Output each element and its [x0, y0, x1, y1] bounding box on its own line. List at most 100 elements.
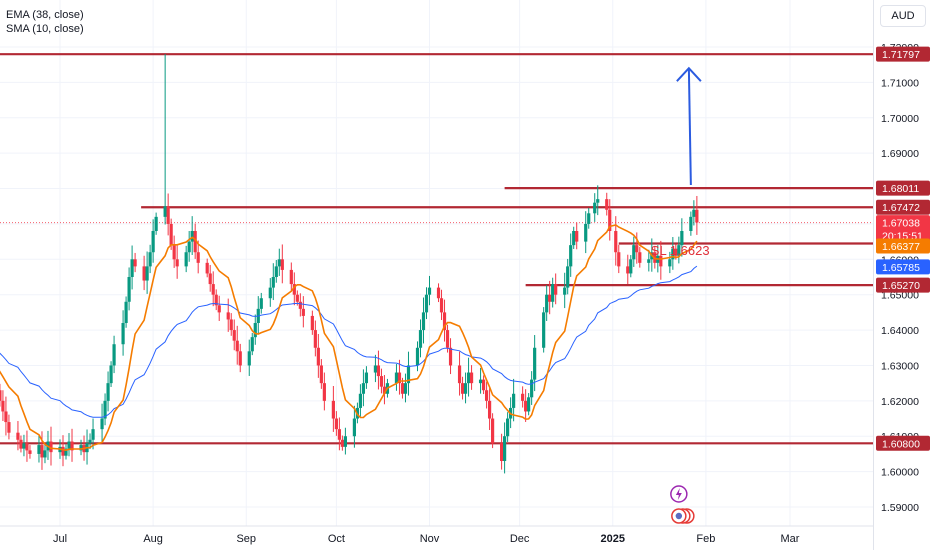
candle-body: [127, 277, 131, 302]
annotations: SL 1.6623: [651, 243, 710, 258]
candle-body: [352, 418, 357, 437]
candle-body: [484, 390, 489, 401]
candle-body: [442, 312, 447, 331]
candle-body: [88, 439, 92, 444]
candle-body: [151, 231, 155, 253]
candle-body: [406, 365, 411, 384]
candle-body: [145, 266, 149, 281]
candle-body: [629, 259, 633, 274]
candle-body: [124, 301, 128, 323]
candle-body: [109, 365, 113, 384]
candle-body: [142, 266, 146, 281]
candle-body: [659, 255, 663, 267]
candle-body: [121, 323, 125, 345]
candle-body: [22, 443, 26, 449]
y-tick-label: 1.64000: [881, 325, 919, 337]
candle-body: [205, 262, 209, 274]
candle-body: [61, 446, 65, 456]
candle-body: [569, 245, 573, 267]
candle-body: [295, 294, 299, 302]
candle-body: [487, 400, 492, 419]
candle-body: [469, 372, 474, 384]
time-axis: Jul Aug Sep Oct Nov Dec 2025 Feb Mar: [0, 525, 874, 545]
price-tag: [876, 238, 930, 254]
candle-body: [259, 298, 263, 309]
currency-button[interactable]: AUD: [880, 5, 926, 27]
candle-body: [232, 330, 236, 341]
candle-body: [394, 372, 399, 384]
candle-body: [638, 252, 642, 263]
candle-body: [448, 347, 453, 366]
candle-body: [503, 436, 507, 461]
candle-body: [415, 347, 420, 366]
candle-body: [163, 206, 167, 217]
candle-body: [247, 351, 251, 366]
candle-body: [424, 294, 429, 313]
candle-body: [445, 330, 450, 348]
ema-38-line: [0, 265, 698, 418]
candle-body: [0, 390, 2, 401]
candle-body: [572, 231, 576, 246]
price-tag-label: 1.67038: [882, 218, 920, 230]
candle-body: [211, 284, 215, 295]
candle-body: [382, 386, 387, 394]
candle-body: [271, 277, 275, 288]
candle-body: [49, 441, 53, 453]
candle-body: [301, 308, 305, 316]
y-tick-label: 1.71000: [881, 77, 919, 89]
horizontal-levels: [0, 53, 873, 445]
candle-body: [229, 319, 233, 331]
sma-legend-label[interactable]: SMA (10, close): [6, 23, 84, 35]
y-tick-label: 1.62000: [881, 396, 919, 408]
candle-body: [133, 259, 137, 267]
candle-body: [608, 209, 612, 231]
candle-body: [187, 241, 191, 253]
candle-body: [373, 365, 378, 373]
level-price-tag: [876, 277, 930, 293]
candle-body: [112, 344, 116, 366]
candle-body: [376, 365, 381, 377]
candle-body: [481, 379, 486, 391]
level-price-tag: [876, 199, 930, 215]
candle-body: [689, 216, 693, 231]
candle-body: [217, 305, 221, 313]
candle-body: [196, 252, 200, 263]
candle-body: [292, 284, 296, 295]
candle-body: [25, 443, 29, 451]
candle-body: [692, 209, 696, 217]
moving-averages: [0, 224, 698, 452]
axis-background: [874, 0, 932, 550]
candle-body: [626, 266, 630, 274]
candle-body: [100, 418, 104, 430]
candle-body: [184, 252, 188, 267]
candle-body: [64, 448, 68, 456]
level-price-tag: [876, 180, 930, 196]
x-tick-label: Sep: [236, 533, 256, 545]
sma-10-line: [0, 224, 698, 452]
candle-body: [214, 294, 218, 306]
candle-body: [175, 259, 179, 267]
sl-annotation: SL 1.6623: [651, 243, 710, 258]
x-tick-label: Jul: [53, 533, 67, 545]
candle-body: [343, 436, 347, 447]
candle-body: [70, 441, 74, 451]
candle-body: [106, 383, 110, 401]
candle-body: [1, 400, 5, 412]
flag-icon: [675, 512, 683, 520]
ema-legend-label[interactable]: EMA (38, close): [6, 9, 84, 21]
candle-body: [28, 450, 32, 454]
candle-body: [361, 383, 366, 394]
candle-body: [403, 383, 408, 394]
candle-body: [19, 439, 23, 449]
level-price-label: 1.65270: [882, 280, 920, 292]
candle-body: [397, 372, 402, 384]
candle-body: [316, 347, 320, 366]
candle-body: [533, 347, 537, 380]
candle-body: [421, 312, 426, 331]
candle-body: [566, 266, 570, 288]
x-tick-label: Aug: [143, 533, 163, 545]
level-price-label: 1.67472: [882, 202, 920, 214]
level-price-label: 1.60800: [882, 438, 920, 450]
candle-body: [680, 231, 684, 246]
